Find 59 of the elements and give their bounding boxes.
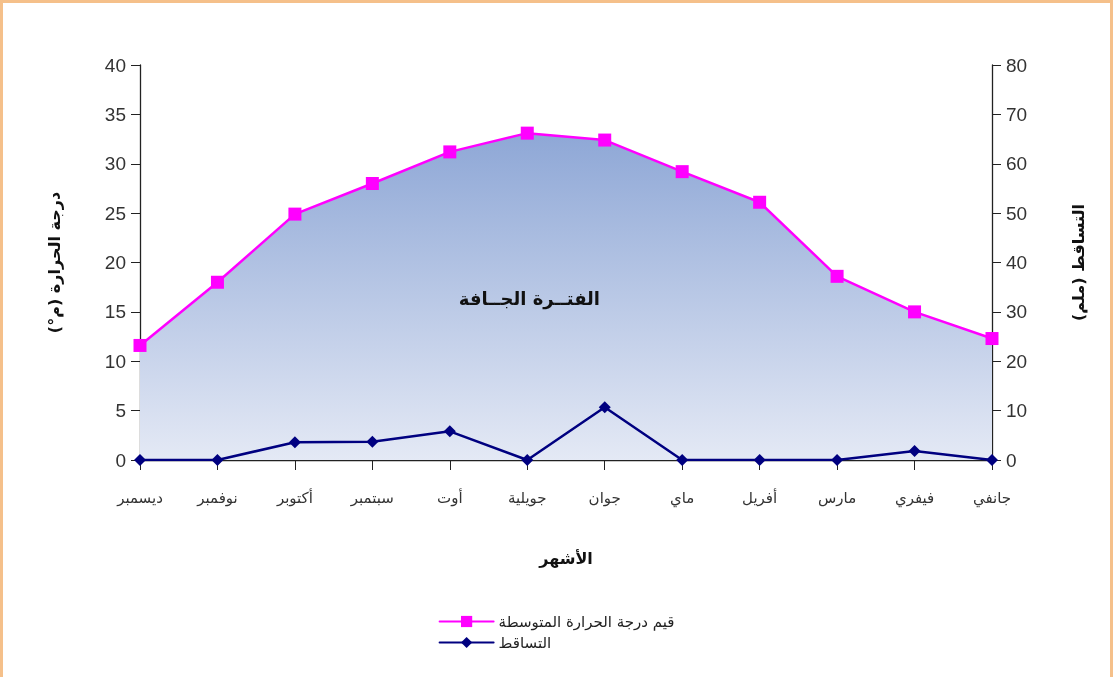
y2-tick-label: 0: [1006, 449, 1017, 471]
point: [598, 133, 612, 147]
x-axis-title: الأشهر: [538, 548, 593, 568]
y2-tick-label: 10: [1006, 400, 1028, 422]
x-tick-label: جوان: [588, 488, 621, 507]
y2-tick-label: 70: [1006, 103, 1028, 125]
point: [365, 177, 379, 190]
legend-label: التساقط: [498, 633, 552, 652]
y-axis-title: درجة الحرارة (م°): [44, 191, 64, 334]
point: [443, 425, 456, 438]
x-tick-label: فيفري: [894, 488, 935, 508]
y2-tick-label: 20: [1006, 350, 1028, 372]
point: [211, 454, 224, 466]
y2-axis-title: التساقط (ملم): [1068, 203, 1088, 322]
point: [675, 165, 689, 179]
y-tick-label: 35: [104, 103, 126, 125]
x-tick-label: نوفمبر: [196, 488, 238, 507]
point: [520, 126, 534, 140]
point: [598, 401, 611, 414]
y-tick-label: 30: [104, 153, 126, 175]
point: [753, 454, 766, 466]
x-tick-label: جويلية: [507, 488, 547, 507]
y-tick-label: 5: [115, 400, 126, 422]
point: [908, 445, 921, 458]
x-tick-label: ماي: [670, 488, 695, 508]
point: [366, 435, 379, 448]
annotation: الفتــرة الجــافة: [458, 287, 601, 310]
y-tick-label: 0: [115, 449, 126, 471]
point: [210, 275, 224, 289]
y-tick-label: 25: [104, 202, 126, 224]
point: [986, 454, 998, 466]
point: [133, 338, 147, 352]
legend-label: قيم درجة الحرارة المتوسطة: [498, 612, 675, 631]
y-tick-label: 10: [104, 350, 126, 372]
y-tick-label: 20: [104, 252, 126, 273]
point: [288, 207, 302, 221]
y-tick-label: 40: [104, 54, 126, 76]
x-tick-label: جانفي: [972, 488, 1012, 508]
x-tick-label: سبتمبر: [349, 488, 394, 507]
point: [134, 454, 146, 466]
y2-tick-label: 80: [1006, 54, 1028, 76]
x-tick-label: مارس: [818, 488, 857, 507]
x-tick-label: أفريل: [742, 487, 778, 507]
point: [985, 332, 999, 346]
point: [830, 269, 844, 283]
point: [831, 454, 844, 466]
y2-tick-label: 30: [1006, 301, 1028, 323]
x-tick-label: أوت: [437, 487, 463, 507]
point: [753, 195, 767, 209]
point: [908, 305, 922, 319]
point: [443, 145, 457, 159]
y2-tick-label: 40: [1006, 252, 1028, 273]
point: [521, 454, 534, 466]
y2-tick-label: 50: [1006, 202, 1028, 224]
y-tick-label: 15: [104, 301, 126, 323]
y2-tick-label: 60: [1006, 153, 1028, 175]
point: [288, 436, 301, 449]
x-tick-label: ديسمبر: [116, 488, 163, 507]
x-tick-label: أكتوبر: [275, 487, 313, 507]
